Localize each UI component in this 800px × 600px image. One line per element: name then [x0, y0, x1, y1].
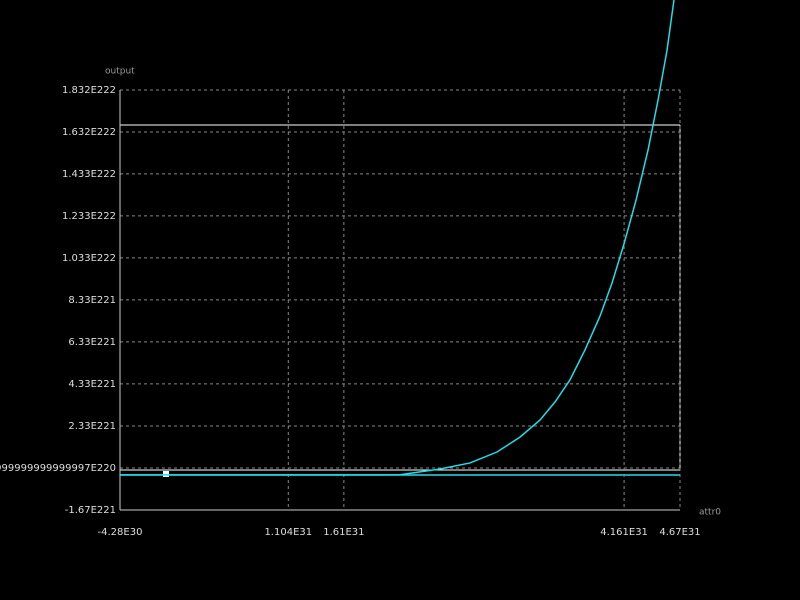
x-tick-label: -4.28E30: [98, 527, 143, 538]
y-tick-label: 3.2999999999999997E220: [0, 463, 116, 474]
x-tick-label: 4.67E31: [659, 527, 700, 538]
marker: [163, 471, 169, 477]
x-axis-label: attr0: [699, 508, 721, 518]
y-tick-label: 8.33E221: [68, 295, 116, 306]
x-tick-label: 1.104E31: [264, 527, 312, 538]
x-tick-label: 1.61E31: [323, 527, 364, 538]
y-tick-label: -1.67E221: [65, 505, 116, 516]
y-tick-label: 6.33E221: [68, 337, 116, 348]
y-tick-label: 1.832E222: [62, 85, 116, 96]
y-tick-label: 1.033E222: [62, 253, 116, 264]
x-tick-label: 4.161E31: [600, 527, 648, 538]
y-tick-label: 1.433E222: [62, 169, 116, 180]
y-tick-label: 1.632E222: [62, 127, 116, 138]
y-tick-label: 2.33E221: [68, 421, 116, 432]
y-tick-label: 1.233E222: [62, 211, 116, 222]
y-tick-label: 4.33E221: [68, 379, 116, 390]
y-axis-label: output: [105, 67, 135, 77]
series-line: [120, 0, 675, 476]
